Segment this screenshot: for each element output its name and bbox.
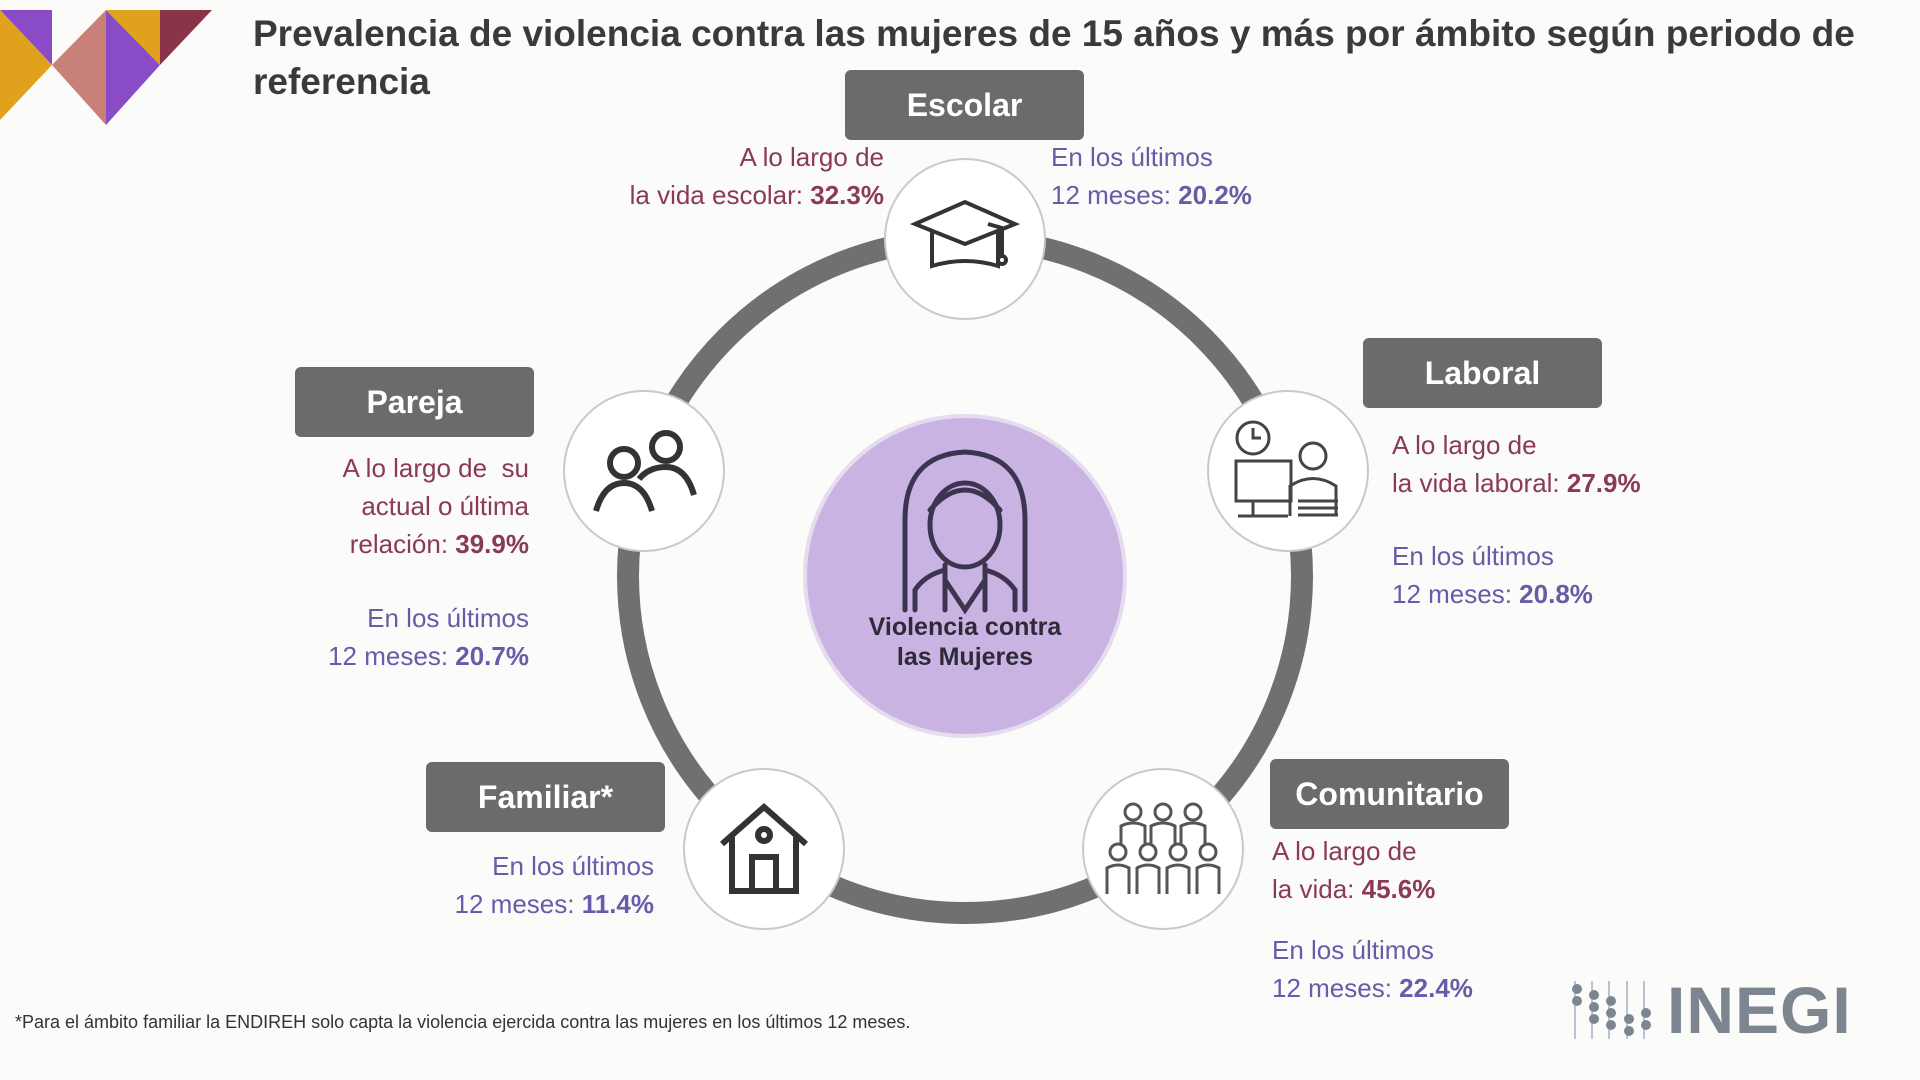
pareja-lifetime-value: 39.9% bbox=[455, 529, 529, 559]
laboral-last12-value: 20.8% bbox=[1519, 579, 1593, 609]
escolar-last12: En los últimos 12 meses: 20.2% bbox=[1051, 138, 1252, 214]
center-label: Violencia contra las Mujeres bbox=[825, 612, 1105, 672]
laboral-last12: En los últimos 12 meses: 20.8% bbox=[1392, 537, 1593, 613]
decorative-triangles-logo bbox=[0, 10, 212, 125]
inegi-logo-text: INEGI bbox=[1667, 973, 1852, 1047]
laboral-node bbox=[1207, 390, 1369, 552]
text-line: 12 meses: bbox=[1272, 973, 1400, 1003]
escolar-lifetime-value: 32.3% bbox=[810, 180, 884, 210]
laboral-lifetime: A lo largo de la vida laboral: 27.9% bbox=[1392, 426, 1641, 502]
center-label-line-2: las Mujeres bbox=[896, 643, 1034, 671]
text-line: En los últimos bbox=[1272, 935, 1434, 965]
couple-icon bbox=[593, 430, 697, 512]
text-line: En los últimos bbox=[1051, 142, 1213, 172]
escolar-lifetime: A lo largo de la vida escolar: 32.3% bbox=[630, 138, 884, 214]
inegi-dots-icon bbox=[1572, 981, 1651, 1039]
comunitario-lifetime-value: 45.6% bbox=[1361, 874, 1436, 904]
comunitario-last12: En los últimos 12 meses: 22.4% bbox=[1272, 931, 1473, 1007]
familiar-last12: En los últimos 12 meses: 11.4% bbox=[455, 847, 654, 923]
laboral-label: Laboral bbox=[1363, 338, 1602, 408]
comunitario-last12-value: 22.4% bbox=[1399, 973, 1473, 1003]
pareja-node bbox=[563, 390, 725, 552]
pareja-lifetime: A lo largo de su actual o última relació… bbox=[343, 449, 529, 563]
footnote: *Para el ámbito familiar la ENDIREH solo… bbox=[15, 1012, 911, 1032]
text-line: A lo largo de bbox=[739, 142, 884, 172]
text-line: A lo largo de su bbox=[342, 453, 529, 483]
woman-icon bbox=[902, 449, 1028, 615]
center-label-line-1: Violencia contra bbox=[868, 613, 1062, 641]
community-icon bbox=[1105, 802, 1221, 894]
familiar-last12-value: 11.4% bbox=[581, 889, 654, 919]
text-line: la vida: bbox=[1272, 874, 1362, 904]
inegi-logo: INEGI bbox=[1567, 972, 1852, 1048]
escolar-label: Escolar bbox=[845, 70, 1084, 140]
house-icon bbox=[720, 803, 808, 894]
worker-desk-icon bbox=[1234, 420, 1338, 518]
page-title: Prevalencia de violencia contra las muje… bbox=[253, 13, 1855, 102]
text-line: 12 meses: bbox=[1051, 180, 1179, 210]
escolar-last12-value: 20.2% bbox=[1178, 180, 1252, 210]
text-line: actual o última bbox=[361, 491, 529, 521]
text-line: la vida escolar: bbox=[629, 180, 811, 210]
text-line: A lo largo de bbox=[1272, 836, 1417, 866]
laboral-lifetime-value: 27.9% bbox=[1566, 468, 1641, 498]
escolar-node bbox=[884, 158, 1046, 320]
pareja-last12: En los últimos 12 meses: 20.7% bbox=[328, 599, 529, 675]
text-line: relación: bbox=[349, 529, 456, 559]
text-line: A lo largo de bbox=[1392, 430, 1537, 460]
text-line: 12 meses: bbox=[1392, 579, 1520, 609]
text-line: En los últimos bbox=[492, 851, 654, 881]
text-line: 12 meses: bbox=[454, 889, 582, 919]
text-line: En los últimos bbox=[367, 603, 529, 633]
text-line: la vida laboral: bbox=[1392, 468, 1567, 498]
text-line: En los últimos bbox=[1392, 541, 1554, 571]
comunitario-label: Comunitario bbox=[1270, 759, 1509, 829]
graduation-cap-icon bbox=[910, 199, 1020, 269]
comunitario-lifetime: A lo largo de la vida: 45.6% bbox=[1272, 832, 1435, 908]
familiar-label: Familiar* bbox=[426, 762, 665, 832]
text-line: 12 meses: bbox=[328, 641, 456, 671]
pareja-label: Pareja bbox=[295, 367, 534, 437]
comunitario-node bbox=[1082, 768, 1244, 930]
pareja-last12-value: 20.7% bbox=[455, 641, 529, 671]
familiar-node bbox=[683, 768, 845, 930]
center-circle bbox=[803, 414, 1127, 738]
